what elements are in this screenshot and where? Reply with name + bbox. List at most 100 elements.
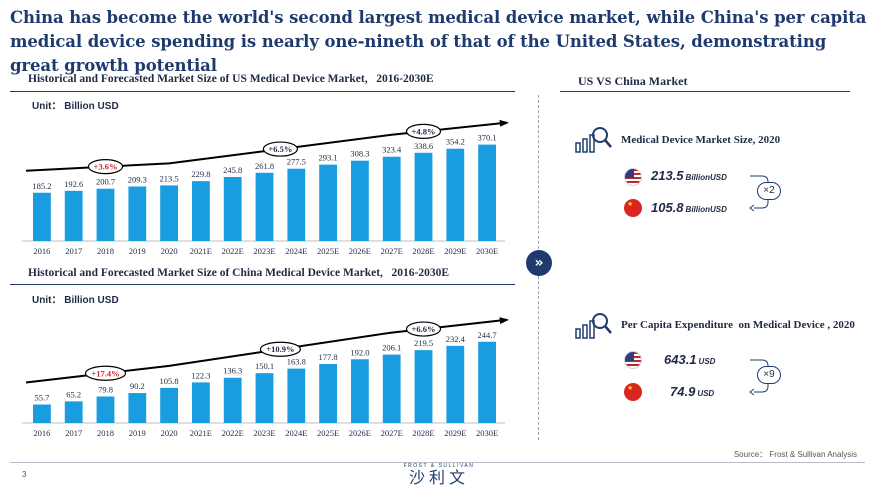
us-market-size-value: 213.5 BillionUSD <box>651 168 727 183</box>
bar-value-label: 65.2 <box>66 389 81 399</box>
bar-value-label: 277.5 <box>287 157 306 167</box>
bar <box>446 345 465 423</box>
cagr-ellipse <box>84 365 127 381</box>
bar <box>32 404 51 423</box>
bar <box>414 152 433 241</box>
bar <box>128 186 147 241</box>
bar-value-label: 219.5 <box>414 338 433 348</box>
bar <box>382 354 401 423</box>
cagr-label: +6.6% <box>412 324 436 334</box>
bar-value-label: 244.7 <box>478 330 497 340</box>
us-flag-icon <box>624 351 642 369</box>
x-tick-label: 2021E <box>190 246 212 256</box>
bar-value-label: 90.2 <box>130 381 145 391</box>
bar <box>223 176 242 241</box>
x-tick-label: 2022E <box>222 428 244 438</box>
cagr-label: +3.6% <box>94 162 118 172</box>
x-tick-label: 2024E <box>285 428 307 438</box>
bar-value-label: 206.1 <box>382 343 401 353</box>
market-size-multiplier: ×2 <box>757 182 781 200</box>
x-tick-label: 2018 <box>97 428 114 438</box>
bar <box>478 341 497 423</box>
x-tick-label: 2025E <box>317 246 339 256</box>
per-capita-multiplier: ×9 <box>757 366 781 384</box>
x-tick-label: 2017 <box>65 428 82 438</box>
bar <box>128 393 147 423</box>
cagr-label: +10.9% <box>266 344 294 354</box>
cagr-ellipse <box>262 141 298 157</box>
x-tick-label: 2020 <box>161 428 178 438</box>
bar-value-label: 209.3 <box>128 174 147 184</box>
bar <box>223 377 242 423</box>
bar <box>382 156 401 241</box>
bar-chart-magnifier-icon <box>575 127 612 153</box>
bar <box>287 368 306 423</box>
bar-value-label: 232.4 <box>446 334 466 344</box>
bar <box>32 192 51 241</box>
bar <box>478 144 497 241</box>
bar-value-label: 136.3 <box>223 366 242 376</box>
bar <box>255 172 274 241</box>
bar <box>287 168 306 241</box>
bar-value-label: 213.5 <box>160 173 179 183</box>
bar <box>96 188 115 241</box>
bar-value-label: 177.8 <box>319 352 338 362</box>
cn-chart-unit: Unit： Billion USD <box>32 295 119 306</box>
cn-chart-title-rule <box>10 284 515 285</box>
company-logo: FROST & SULLIVAN 沙利文 <box>389 463 489 487</box>
cagr-label: +6.5% <box>268 144 292 154</box>
cn-market-size-value: 105.8 BillionUSD <box>651 200 727 215</box>
bar-value-label: 323.4 <box>382 145 402 155</box>
footer-rule <box>10 462 865 463</box>
cagr-ellipse <box>405 321 442 337</box>
china-flag-icon <box>624 199 642 217</box>
us-chart-title-rule <box>10 91 515 92</box>
cagr-ellipse <box>259 341 301 357</box>
x-tick-label: 2017 <box>65 246 82 256</box>
bar-value-label: 308.3 <box>350 149 369 159</box>
x-tick-label: 2029E <box>444 428 466 438</box>
x-tick-label: 2016 <box>33 428 50 438</box>
bar <box>160 387 179 423</box>
x-tick-label: 2018 <box>97 246 114 256</box>
china-flag-icon <box>624 383 642 401</box>
x-tick-label: 2025E <box>317 428 339 438</box>
x-tick-label: 2016 <box>33 246 50 256</box>
right-panel-rule <box>560 91 850 92</box>
us-flag-icon <box>624 168 642 186</box>
logo-wordmark: 沙利文 <box>408 468 469 487</box>
bar-value-label: 200.7 <box>96 177 115 187</box>
bar <box>64 401 83 423</box>
cagr-label: +4.8% <box>412 126 436 136</box>
x-tick-label: 2030E <box>476 246 498 256</box>
bar <box>96 396 115 423</box>
x-tick-label: 2030E <box>476 428 498 438</box>
bar-value-label: 192.6 <box>64 179 83 189</box>
x-tick-label: 2028E <box>412 428 434 438</box>
bar <box>350 160 369 241</box>
bar-value-label: 122.3 <box>191 370 210 380</box>
us-per-capita-value: 643.1 USD <box>664 352 716 367</box>
page-headline: China has become the world's second larg… <box>10 8 867 75</box>
bar <box>64 190 83 241</box>
cagr-label: +17.4% <box>91 368 119 378</box>
logo-subtitle: FROST & SULLIVAN <box>403 463 475 469</box>
metric-per-capita-title: Per Capita Expenditure on Medical Device… <box>621 319 855 331</box>
x-tick-label: 2027E <box>381 246 403 256</box>
metric-market-size-title: Medical Device Market Size, 2020 <box>621 134 781 146</box>
x-tick-label: 2028E <box>412 246 434 256</box>
bar-value-label: 192.0 <box>350 347 369 357</box>
x-tick-label: 2022E <box>222 246 244 256</box>
cn-chart-title: Historical and Forecasted Market Size of… <box>28 267 450 279</box>
x-tick-label: 2021E <box>190 428 212 438</box>
bar-chart-magnifier-icon <box>575 313 612 339</box>
trend-arrow-head <box>499 317 509 325</box>
source-note: Source： Frost & Sullivan Analysis <box>733 450 857 459</box>
bar <box>160 185 179 241</box>
right-panel-title: US VS China Market <box>578 74 688 88</box>
bar-value-label: 229.8 <box>191 169 210 179</box>
double-chevron-right-icon: » <box>526 250 552 276</box>
bar-value-label: 185.2 <box>32 181 51 191</box>
bar <box>414 350 433 423</box>
